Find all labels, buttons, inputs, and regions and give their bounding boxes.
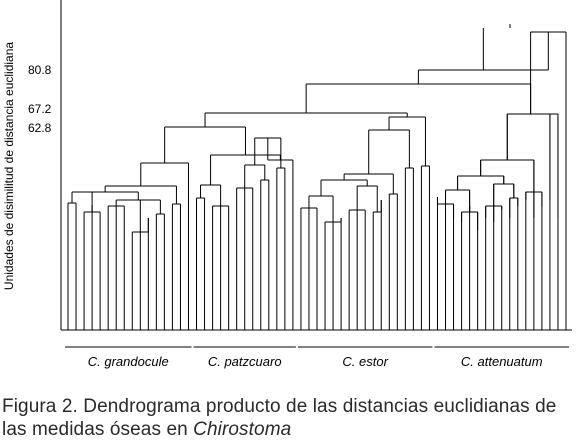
y-tick-label: 80.8 <box>28 63 52 77</box>
caption-line-2-text: las medidas óseas en <box>2 419 194 440</box>
y-tick-label: 67.2 <box>28 102 52 116</box>
chart-axes: 80.8 67.2 62.8 <box>28 0 572 331</box>
group-label: C. estor <box>342 354 388 369</box>
y-axis-label: Unidades de disimilitud de distancia euc… <box>2 42 16 290</box>
dendrogram-tree <box>67 24 567 330</box>
group-bars: C. grandocule C. patzcuaro C. estor C. atte… <box>65 346 569 369</box>
group-label: C. patzcuaro <box>208 354 282 369</box>
figure-caption: Figura 2. Dendrograma producto de las di… <box>2 395 580 441</box>
group-label: C. grandocule <box>88 354 169 369</box>
caption-genus: Chirostoma <box>193 419 292 440</box>
group-label: C. attenuatum <box>461 354 543 369</box>
caption-line-2: las medidas óseas en Chirostoma <box>2 418 580 441</box>
y-tick-label: 62.8 <box>28 121 52 135</box>
caption-line-1: Figura 2. Dendrograma producto de las di… <box>2 396 557 417</box>
